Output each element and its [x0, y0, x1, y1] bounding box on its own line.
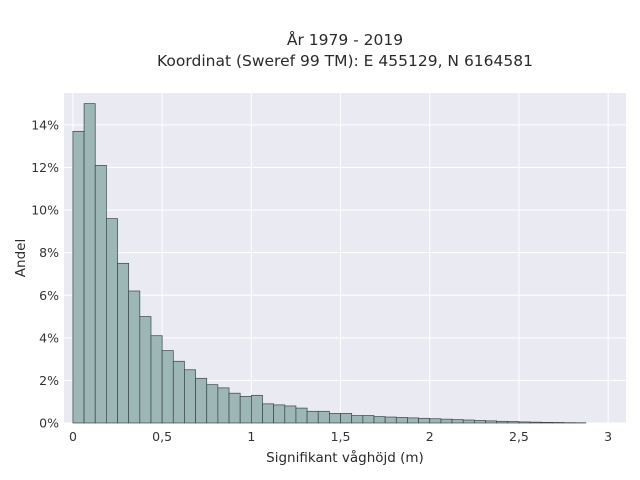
histogram-bar — [329, 413, 341, 424]
histogram-bar — [250, 394, 263, 424]
histogram-bar — [351, 415, 364, 424]
histogram-bar — [451, 419, 464, 424]
histogram-bar — [206, 384, 219, 424]
histogram-bar — [262, 403, 274, 424]
y-tick-label: 12% — [31, 160, 59, 175]
histogram-bar — [306, 410, 319, 424]
x-tick-label: 1,5 — [331, 429, 351, 444]
histogram-bar — [72, 130, 85, 424]
histogram-bar — [239, 396, 252, 424]
y-tick-label: 6% — [39, 288, 59, 303]
histogram-bar — [195, 377, 208, 424]
histogram-bar — [540, 422, 553, 424]
histogram-bar — [128, 290, 141, 424]
histogram-bar — [139, 316, 152, 424]
histogram-bar — [507, 421, 520, 424]
y-tick-label: 8% — [39, 245, 59, 260]
histogram-bar — [496, 420, 509, 424]
histogram-bar — [172, 360, 185, 424]
histogram-bar — [485, 420, 498, 424]
histogram-bar — [317, 410, 330, 424]
histogram-bar — [228, 392, 241, 424]
y-tick-label: 10% — [31, 203, 59, 218]
x-tick-label: 3 — [604, 429, 612, 444]
tick-labels: 0 0,5 1 1,5 2 2,5 3 0% 2% 4% 6% 8% 10% 12% 14% — [31, 117, 612, 444]
histogram-bar — [418, 417, 431, 424]
x-tick-label: 2,5 — [509, 429, 529, 444]
histogram-bar — [273, 404, 286, 424]
y-tick-label: 2% — [39, 373, 59, 388]
histogram-bar — [552, 422, 564, 424]
histogram-bar — [518, 421, 531, 424]
y-tick-label: 4% — [39, 330, 59, 345]
x-tick-label: 0,5 — [152, 429, 172, 444]
x-tick-label: 1 — [247, 429, 255, 444]
histogram-bar — [284, 405, 297, 424]
y-axis-label: Andel — [13, 239, 29, 277]
y-tick-label: 14% — [31, 117, 59, 132]
histogram-bar — [362, 415, 375, 424]
histogram-bar — [529, 421, 542, 424]
histogram-bar — [161, 350, 174, 424]
histogram-bar — [295, 407, 308, 424]
histogram-bar — [184, 369, 196, 424]
chart-title-line-2: Koordinat (Sweref 99 TM): E 455129, N 61… — [157, 52, 533, 70]
histogram-bar — [150, 335, 163, 424]
histogram-bar — [462, 419, 475, 424]
histogram-bar — [217, 387, 230, 424]
chart-title-line-1: År 1979 - 2019 — [287, 30, 403, 49]
histogram-bar — [384, 416, 397, 424]
x-tick-label: 2 — [426, 429, 434, 444]
histogram-bar — [407, 417, 419, 424]
histogram-bar — [473, 420, 486, 424]
x-tick-label: 0 — [69, 429, 77, 444]
histogram-bar — [373, 416, 386, 424]
histogram-bar — [94, 165, 107, 424]
histogram-bar — [117, 262, 130, 424]
histogram-bar — [440, 418, 453, 424]
histogram-bar — [395, 417, 408, 424]
histogram-bar — [340, 413, 353, 424]
y-tick-label: 0% — [39, 416, 59, 431]
histogram-bar — [429, 418, 442, 424]
x-axis-label: Signifikant våghöjd (m) — [266, 449, 424, 466]
histogram-bar — [83, 103, 96, 424]
histogram-bars — [72, 103, 587, 424]
histogram-bar — [106, 218, 118, 424]
